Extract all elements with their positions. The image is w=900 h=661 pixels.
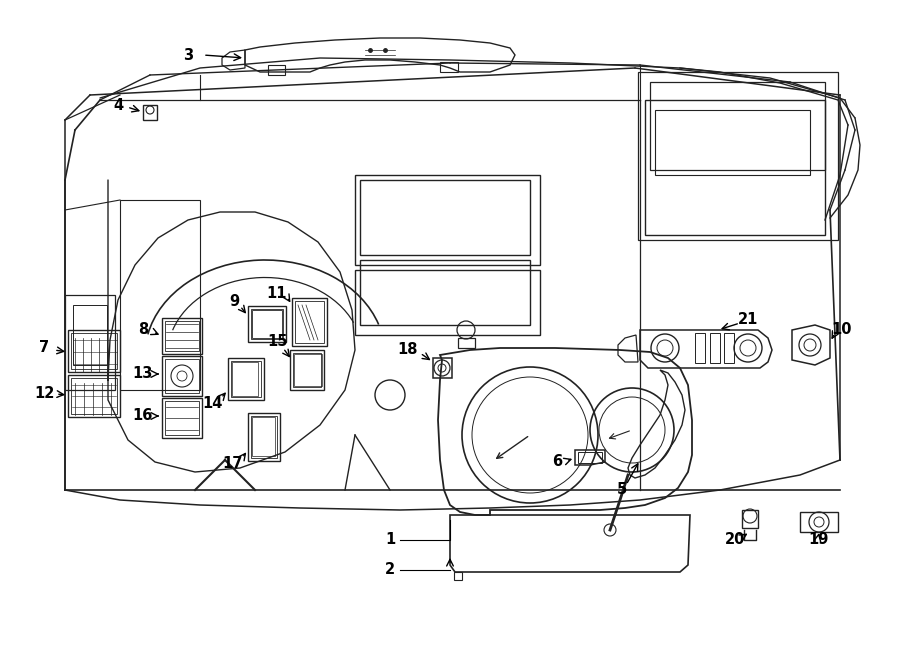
Text: 11: 11: [266, 286, 287, 301]
Text: 21: 21: [738, 313, 758, 327]
Text: 18: 18: [398, 342, 418, 358]
Text: 17: 17: [221, 455, 242, 471]
Text: 9: 9: [229, 295, 239, 309]
Text: 10: 10: [832, 323, 852, 338]
Text: 8: 8: [138, 323, 148, 338]
Text: 15: 15: [268, 334, 288, 350]
Text: 3: 3: [183, 48, 194, 63]
Text: 12: 12: [34, 385, 54, 401]
Text: 20: 20: [724, 533, 745, 547]
Text: 2: 2: [385, 563, 395, 578]
Text: 7: 7: [39, 340, 50, 356]
Text: 1: 1: [385, 533, 395, 547]
Text: 4: 4: [112, 98, 123, 112]
Text: 14: 14: [202, 395, 222, 410]
Text: 16: 16: [133, 407, 153, 422]
Text: 19: 19: [808, 533, 828, 547]
Text: 13: 13: [133, 366, 153, 381]
Text: 6: 6: [552, 455, 562, 469]
Text: 5: 5: [616, 483, 627, 498]
